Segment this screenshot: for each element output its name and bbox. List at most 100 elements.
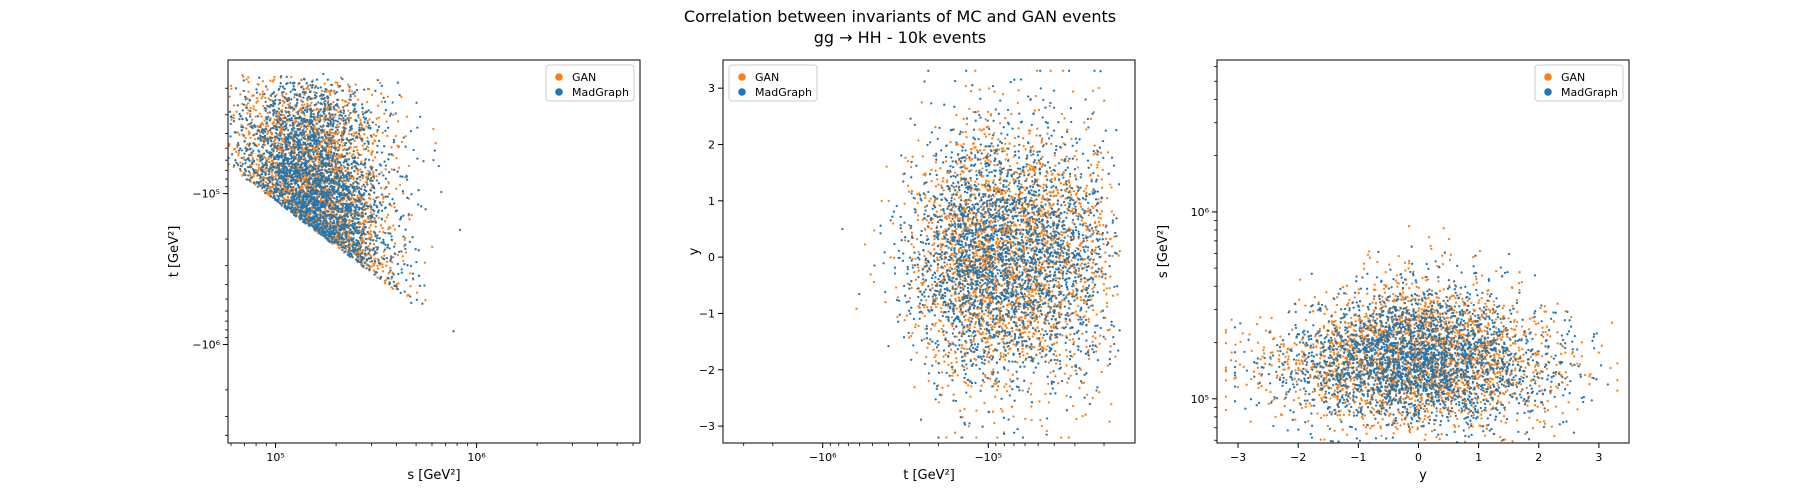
scatter-point xyxy=(364,249,367,252)
scatter-point xyxy=(314,149,317,152)
scatter-point xyxy=(307,219,311,222)
scatter-point xyxy=(301,100,304,103)
scatter-point xyxy=(346,117,350,120)
scatter-point xyxy=(265,121,268,124)
scatter-point xyxy=(318,158,321,162)
scatter-point xyxy=(386,213,390,216)
scatter-point xyxy=(364,242,368,245)
scatter-point xyxy=(437,164,440,168)
scatter-point xyxy=(411,272,415,275)
scatter-point xyxy=(317,133,320,136)
scatter-point xyxy=(374,134,378,138)
scatter-point xyxy=(310,157,314,160)
scatter-point xyxy=(373,250,377,253)
scatter-point xyxy=(254,109,258,112)
scatter-point xyxy=(340,194,343,197)
scatter-point xyxy=(349,142,352,145)
scatter-point xyxy=(356,151,359,154)
scatter-point xyxy=(362,128,366,132)
scatter-point xyxy=(301,185,304,189)
scatter-point xyxy=(361,206,364,209)
scatter-point xyxy=(384,195,387,198)
scatter-point xyxy=(342,126,346,129)
scatter-point xyxy=(308,104,311,107)
scatter-point xyxy=(239,164,242,168)
scatter-point xyxy=(250,121,253,124)
scatter-point xyxy=(271,92,274,95)
scatter-point xyxy=(383,257,386,261)
scatter-point xyxy=(339,176,343,179)
scatter-point xyxy=(373,139,376,142)
scatter-point xyxy=(264,171,267,174)
scatter-point xyxy=(344,244,348,248)
scatter-point xyxy=(264,156,267,160)
scatter-point xyxy=(309,212,312,215)
scatter-point xyxy=(299,179,303,182)
scatter-point xyxy=(338,172,342,175)
scatter-point xyxy=(324,170,328,173)
scatter-point xyxy=(375,214,378,218)
scatter-point xyxy=(320,168,324,172)
scatter-point xyxy=(297,139,300,143)
scatter-point xyxy=(284,125,288,128)
scatter-point xyxy=(372,172,375,175)
scatter-point xyxy=(219,147,221,149)
scatter-point xyxy=(295,130,298,134)
scatter-point xyxy=(326,153,330,157)
scatter-point xyxy=(374,123,378,127)
scatter-point xyxy=(340,140,343,144)
scatter-point xyxy=(335,153,338,156)
scatter-point xyxy=(279,75,283,78)
scatter-point xyxy=(345,233,348,236)
scatter-point xyxy=(288,202,291,205)
scatter-point xyxy=(339,239,342,243)
scatter-point xyxy=(263,168,266,171)
scatter-point xyxy=(245,119,249,122)
scatter-point xyxy=(298,198,301,201)
scatter-point xyxy=(365,258,369,262)
scatter-point xyxy=(328,128,332,131)
scatter-point xyxy=(311,83,314,87)
scatter-point xyxy=(342,218,345,221)
scatter-point xyxy=(323,90,326,93)
scatter-point xyxy=(300,189,304,192)
scatter-point xyxy=(313,177,316,180)
scatter-point xyxy=(323,186,326,190)
scatter-point xyxy=(281,99,285,103)
scatter-point xyxy=(247,170,251,173)
scatter-point xyxy=(415,298,418,302)
scatter-point xyxy=(261,94,264,98)
scatter-point xyxy=(255,91,259,94)
scatter-point xyxy=(339,134,343,137)
scatter-point xyxy=(333,115,336,119)
scatter-point xyxy=(381,265,384,269)
scatter-point xyxy=(295,137,299,140)
scatter-point xyxy=(333,221,336,225)
scatter-point xyxy=(323,107,326,110)
scatter-point xyxy=(364,147,367,151)
scatter-point xyxy=(313,173,317,176)
scatter-point xyxy=(366,178,369,181)
scatter-point xyxy=(397,166,401,169)
scatter-point xyxy=(392,141,396,144)
scatter-point xyxy=(354,102,357,106)
scatter-point xyxy=(361,140,364,143)
scatter-point xyxy=(401,190,405,193)
scatter-point xyxy=(344,141,348,145)
scatter-point xyxy=(347,132,351,136)
scatter-point xyxy=(329,122,332,126)
scatter-point xyxy=(322,117,325,121)
scatter-point xyxy=(417,249,420,252)
scatter-point xyxy=(364,176,368,179)
scatter-point xyxy=(404,236,407,240)
scatter-point xyxy=(317,195,320,198)
scatter-point xyxy=(291,123,295,126)
scatter-point xyxy=(362,148,366,151)
scatter-point xyxy=(288,142,291,145)
scatter-point xyxy=(392,280,396,284)
scatter-point xyxy=(375,151,379,154)
scatter-point xyxy=(264,100,267,104)
scatter-point xyxy=(345,237,348,240)
scatter-point xyxy=(331,242,334,245)
scatter-point xyxy=(348,151,351,155)
